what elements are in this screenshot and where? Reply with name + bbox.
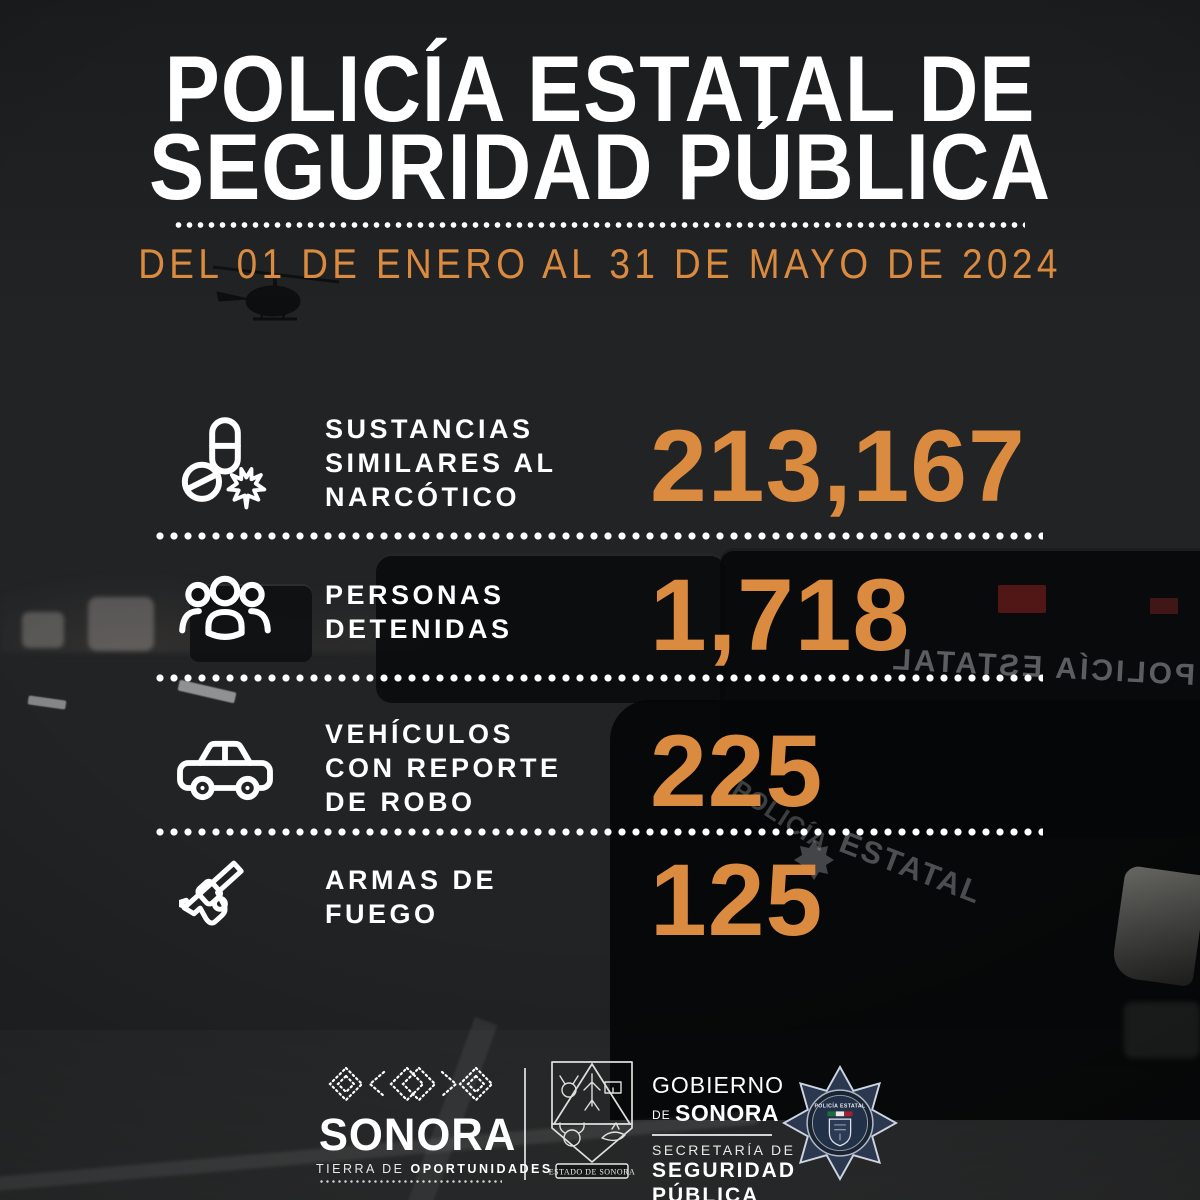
secretaria-label: SECRETARÍA DE: [652, 1142, 796, 1158]
truck-headlight: [1110, 864, 1200, 988]
truck-bumper: [1124, 1002, 1200, 1058]
stat-row-stolen-vehicles: VEHÍCULOS CON REPORTE DE ROBO 225: [155, 712, 1045, 824]
lane-marking: [27, 695, 67, 710]
dotted-divider: [155, 673, 1043, 683]
page-title: POLICÍA ESTATAL DE SEGURIDAD PÚBLICA: [72, 36, 1128, 219]
gobierno-label: GOBIERNO: [652, 1072, 784, 1098]
detained-persons-icon: [155, 573, 295, 651]
stat-value: 225: [650, 714, 824, 829]
government-text-block: GOBIERNO DE SONORA SECRETARÍA DE SEGURID…: [652, 1072, 796, 1200]
footer: SONORA TIERRA DE OPORTUNIDADES: [0, 1056, 1200, 1200]
sonora-coat-of-arms: ESTADO DE SONORA: [549, 1061, 635, 1179]
red-billboard: [1150, 598, 1178, 614]
dotted-divider: [155, 531, 1043, 541]
title-line-2: SEGURIDAD PÚBLICA: [149, 114, 1051, 219]
stat-label: SUSTANCIAS SIMILARES AL NARCÓTICO: [325, 414, 557, 512]
stat-label: VEHÍCULOS CON REPORTE DE ROBO: [325, 719, 562, 817]
lane-marking: [177, 679, 237, 704]
police-star-badge: POLICÍA ESTATAL: [782, 1064, 898, 1182]
mexican-flag-stripe: [827, 1111, 853, 1117]
stolen-vehicle-icon: [155, 732, 295, 804]
publica-label: PÚBLICA: [652, 1184, 760, 1200]
government-rule: [652, 1134, 772, 1136]
stat-label: ARMAS DE FUEGO: [325, 865, 498, 929]
narcotics-icon: [155, 413, 295, 513]
sonora-wordmark: SONORA: [318, 1109, 517, 1160]
de-sonora-label: DE SONORA: [652, 1100, 779, 1126]
distant-vehicle: [22, 612, 64, 648]
tagline-dotted-rule: [320, 1180, 502, 1183]
stat-row-firearms: ARMAS DE FUEGO 125: [155, 842, 1045, 952]
sonora-tagline: TIERRA DE OPORTUNIDADES: [316, 1162, 553, 1176]
firearm-icon: [155, 847, 295, 947]
footer-divider: [524, 1068, 526, 1180]
title-line-1: POLICÍA ESTATAL DE: [164, 36, 1036, 141]
dotted-divider: [155, 827, 1043, 837]
coat-of-arms-caption: ESTADO DE SONORA: [549, 1168, 635, 1177]
stat-row-detained-persons: PERSONAS DETENIDAS 1,718: [155, 558, 1045, 666]
stat-value: 1,718: [650, 558, 911, 673]
stat-value: 125: [650, 843, 824, 958]
title-dotted-divider: [175, 221, 1025, 229]
sonora-logo: SONORA TIERRA DE OPORTUNIDADES: [316, 1064, 553, 1183]
stat-row-narcotics: SUSTANCIAS SIMILARES AL NARCÓTICO 213,16…: [155, 405, 1045, 521]
badge-label: POLICÍA ESTATAL: [814, 1102, 866, 1110]
distant-vehicle: [88, 597, 154, 651]
seguridad-label: SEGURIDAD: [652, 1159, 797, 1182]
date-range: DEL 01 DE ENERO AL 31 DE MAYO DE 2024: [138, 240, 1062, 287]
sonora-pattern-icon: [328, 1066, 494, 1102]
stat-label: PERSONAS DETENIDAS: [325, 580, 513, 644]
stat-value: 213,167: [650, 409, 1026, 524]
